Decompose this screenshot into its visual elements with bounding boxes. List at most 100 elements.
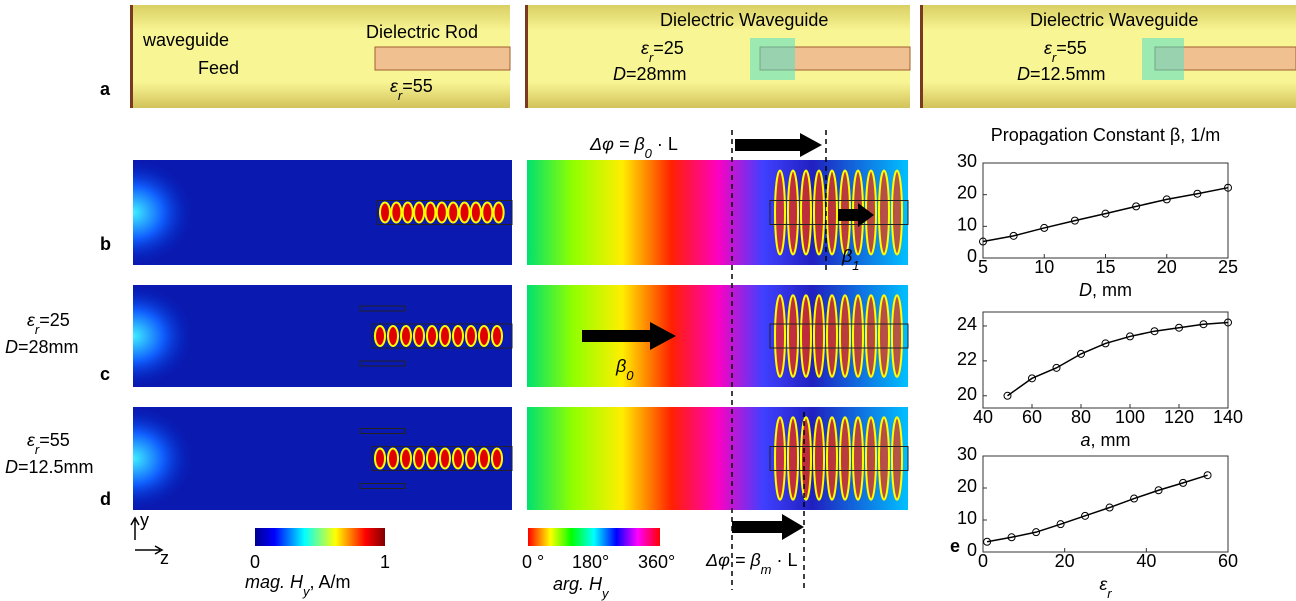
phase-lobe (866, 417, 876, 499)
subscript: r (1107, 586, 1112, 601)
y-tick-label: 30 (957, 444, 977, 464)
symbol: D (1079, 280, 1092, 300)
text-tail: · L (652, 134, 678, 154)
field-lobe (388, 326, 398, 346)
sleeve (750, 38, 795, 80)
field-lobe (440, 326, 450, 346)
x-tick-label: 25 (1218, 257, 1238, 277)
field-maps (133, 160, 908, 510)
subscript: 1 (852, 258, 859, 273)
field-lobe (414, 326, 424, 346)
y-tick-label: 20 (957, 183, 977, 203)
field-lobe (479, 326, 489, 346)
x-tick-label: 40 (1136, 551, 1156, 571)
phase-lobe (814, 417, 824, 499)
feed-label: Feed (198, 58, 239, 78)
mag-glow (133, 285, 253, 387)
z-arrow (135, 546, 162, 554)
field-lobe (403, 203, 413, 223)
mag-glow (133, 407, 253, 510)
annotation: Δφ = βm · L (705, 550, 797, 577)
field-lobe (391, 203, 401, 223)
phase-lobe (775, 417, 785, 499)
field-lobe (375, 449, 385, 469)
field-lobe (440, 449, 450, 469)
field-lobe (448, 203, 458, 223)
symbol: mag. H (245, 572, 304, 592)
x-tick-label: 20 (1157, 257, 1177, 277)
field-lobe (437, 203, 447, 223)
text-tail: =12.5mm (18, 457, 94, 477)
x-axis-label: εr (1099, 574, 1112, 601)
x-axis-label: D, mm (1079, 280, 1132, 300)
subscript: 0 (626, 368, 634, 383)
field-lobe (492, 449, 502, 469)
x-tick-label: 15 (1095, 257, 1115, 277)
subscript: m (761, 562, 772, 577)
x-tick-label: 80 (1071, 407, 1091, 427)
y-tick-label: 10 (957, 214, 977, 234)
phase-lobe (879, 171, 889, 255)
symbol: D (1017, 64, 1030, 84)
wg-d: D=12.5mm (1017, 64, 1106, 84)
axis-icon-label: z (160, 548, 169, 568)
wg-title: Dielectric Waveguide (660, 10, 828, 30)
feed-wall (525, 5, 528, 108)
phase-lobe (827, 417, 837, 499)
x-tick-label: 100 (1115, 407, 1145, 427)
colorbar-tick: 0 ° (522, 552, 544, 572)
arrow (735, 133, 822, 157)
figure: abcdewaveguideFeedDielectric Rodεr=55Die… (0, 0, 1296, 601)
phase-lobe (814, 171, 824, 255)
symbol: D (5, 457, 18, 477)
phase-lobe (892, 171, 902, 255)
y-tick-label: 22 (957, 349, 977, 369)
x-tick-label: 5 (978, 257, 988, 277)
wg-d: D=28mm (613, 64, 687, 84)
phase-lobe (788, 295, 798, 377)
y-tick-label: 20 (957, 384, 977, 404)
phase-lobe (801, 417, 811, 499)
phase-lobe (801, 295, 811, 377)
panel-label: a (100, 79, 111, 99)
panel-label: e (950, 536, 960, 556)
x-tick-label: 120 (1164, 407, 1194, 427)
text-tail: , A/m (310, 572, 351, 592)
phase-lobe (840, 295, 850, 377)
row-eps: εr=25 (27, 310, 70, 337)
annotation: Δφ = β0 · L (589, 134, 678, 161)
row-eps: εr=55 (27, 430, 70, 457)
text-tail: =55 (402, 76, 433, 96)
field-lobe (375, 326, 385, 346)
x-tick-label: 0 (978, 551, 988, 571)
y-tick-label: 0 (967, 540, 977, 560)
text-tail: · L (771, 550, 797, 570)
field-lobe (460, 203, 470, 223)
chart-title: Propagation Constant β, 1/m (991, 125, 1220, 145)
field-lobe (427, 449, 437, 469)
x-tick-label: 60 (1218, 551, 1238, 571)
field-lobe (492, 326, 502, 346)
field-lobe (479, 449, 489, 469)
subscript: y (601, 586, 610, 601)
arrow (732, 514, 804, 540)
field-lobe (482, 203, 492, 223)
phase-lobe (866, 295, 876, 377)
colorbar-label: mag. Hy, A/m (245, 572, 351, 599)
row-d: D=12.5mm (5, 457, 94, 477)
colorbar-tick: 1 (380, 552, 390, 572)
field-lobe (453, 326, 463, 346)
phase-lobe (827, 171, 837, 255)
feed-wall (920, 5, 923, 108)
x-axis-label: a, mm (1080, 430, 1130, 450)
phase-lobe (879, 417, 889, 499)
rod-title: Dielectric Rod (366, 22, 478, 42)
field-lobe (380, 203, 390, 223)
rod (375, 47, 510, 70)
y-tick-label: 0 (967, 246, 977, 266)
y-tick-label: 30 (957, 151, 977, 171)
colorbar-mag (255, 528, 385, 546)
panel-label: d (100, 489, 111, 509)
text-tail: =55 (1056, 38, 1087, 58)
phase-lobe (801, 171, 811, 255)
